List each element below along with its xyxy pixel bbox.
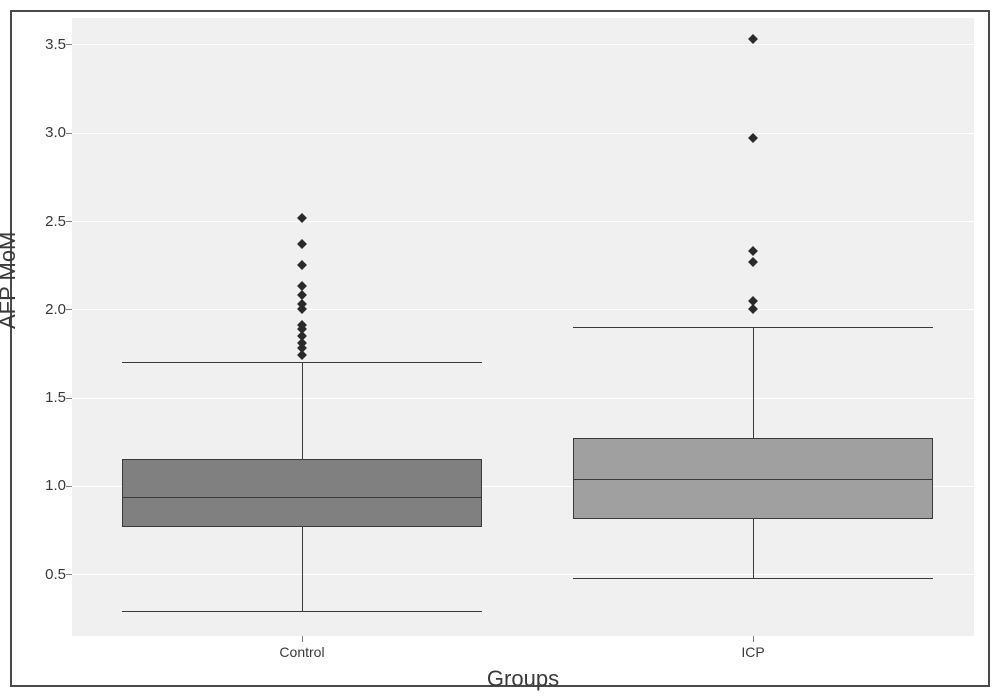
y-tick-label: 3.5 xyxy=(26,36,66,53)
box xyxy=(122,459,483,526)
y-tick-mark xyxy=(66,486,72,487)
y-tick-label: 2.0 xyxy=(26,301,66,318)
y-tick-mark xyxy=(66,398,72,399)
whisker-cap-upper xyxy=(573,327,934,328)
gridline xyxy=(72,44,974,45)
median-line xyxy=(573,479,934,480)
gridline xyxy=(72,309,974,310)
y-tick-label: 3.0 xyxy=(26,124,66,141)
y-tick-mark xyxy=(66,309,72,310)
y-tick-label: 0.5 xyxy=(26,566,66,583)
y-tick-mark xyxy=(66,44,72,45)
y-tick-mark xyxy=(66,221,72,222)
whisker-cap-lower xyxy=(573,578,934,579)
gridline xyxy=(72,221,974,222)
y-tick-label: 2.5 xyxy=(26,213,66,230)
whisker-line-upper xyxy=(753,327,754,438)
whisker-cap-lower xyxy=(122,611,483,612)
gridline xyxy=(72,398,974,399)
gridline xyxy=(72,574,974,575)
y-tick-mark xyxy=(66,133,72,134)
whisker-cap-upper xyxy=(122,362,483,363)
gridline xyxy=(72,133,974,134)
whisker-line-upper xyxy=(302,362,303,459)
whisker-line-lower xyxy=(753,519,754,577)
whisker-line-lower xyxy=(302,527,303,612)
x-axis-title: Groups xyxy=(423,666,623,692)
x-tick-mark xyxy=(753,636,754,642)
x-tick-label: ICP xyxy=(693,644,813,660)
x-tick-label: Control xyxy=(242,644,362,660)
y-tick-mark xyxy=(66,574,72,575)
y-tick-label: 1.5 xyxy=(26,389,66,406)
x-tick-mark xyxy=(302,636,303,642)
median-line xyxy=(122,497,483,498)
y-tick-label: 1.0 xyxy=(26,477,66,494)
